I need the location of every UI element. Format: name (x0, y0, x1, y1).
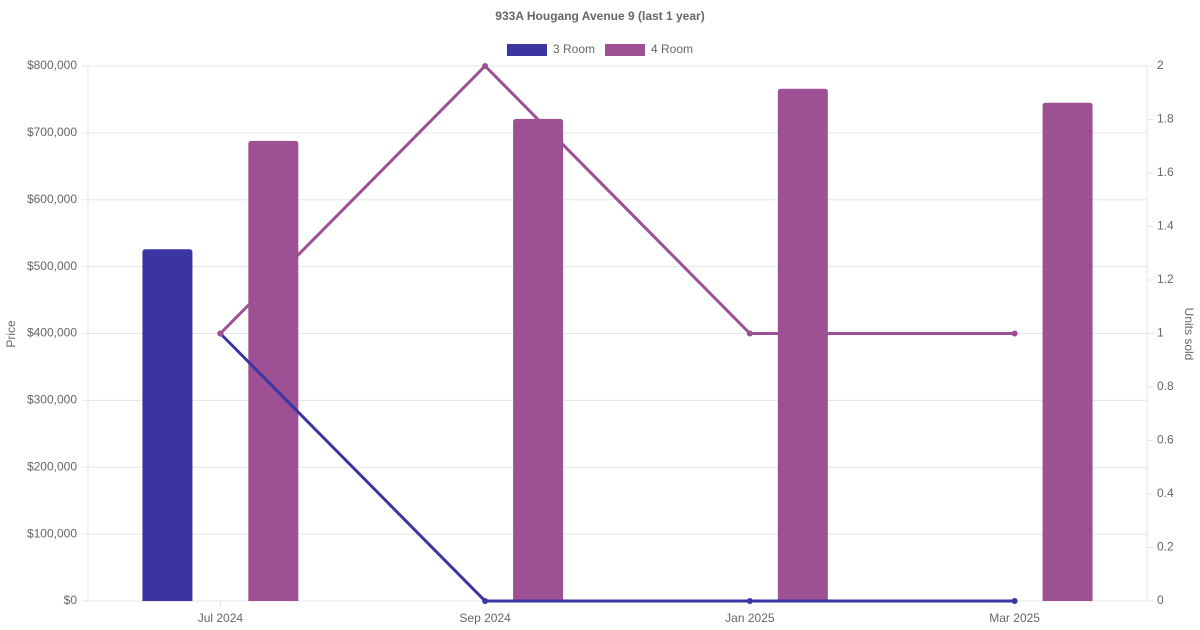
y-tick-label: $400,000 (27, 326, 77, 340)
y2-tick-label: 1.6 (1157, 165, 1174, 179)
y-tick-label: $0 (64, 593, 78, 607)
y-tick-label: $500,000 (27, 259, 77, 273)
y-tick-label: $300,000 (27, 393, 77, 407)
y2-axis-title: Units sold (1182, 308, 1196, 361)
x-tick-label: Jan 2025 (725, 611, 775, 625)
units-point (746, 598, 753, 604)
y-tick-label: $700,000 (27, 125, 77, 139)
y2-tick-label: 1.2 (1157, 272, 1174, 286)
x-tick-label: Mar 2025 (989, 611, 1040, 625)
bar (777, 88, 828, 602)
y2-tick-label: 0.4 (1157, 486, 1174, 500)
y-tick-label: $100,000 (27, 526, 77, 540)
y-tick-label: $800,000 (27, 58, 77, 72)
legend-label: 4 Room (651, 42, 693, 56)
legend-swatch (506, 44, 547, 56)
chart-title: 933A Hougang Avenue 9 (last 1 year) (495, 9, 704, 23)
units-point (1011, 330, 1018, 337)
units-point (217, 330, 224, 337)
y2-tick-label: 2 (1157, 58, 1164, 72)
y-tick-label: $600,000 (27, 192, 77, 206)
units-point (1011, 598, 1018, 604)
y2-tick-label: 0.8 (1157, 379, 1174, 393)
bar (142, 249, 193, 602)
y2-tick-label: 1.4 (1157, 219, 1174, 233)
units-point (482, 63, 489, 69)
y2-tick-label: 1 (1157, 326, 1164, 340)
x-tick-label: Jul 2024 (198, 611, 244, 625)
units-line (219, 63, 1015, 335)
y2-tick-label: 1.8 (1157, 112, 1174, 126)
units-point (482, 598, 489, 604)
legend-label: 3 Room (553, 42, 595, 56)
legend-swatch (605, 44, 645, 56)
bar (1042, 102, 1093, 601)
y-axis-title: Price (4, 320, 18, 348)
units-line (219, 332, 1015, 603)
bar (248, 140, 299, 601)
bar (513, 118, 564, 602)
x-tick-label: Sep 2024 (459, 611, 511, 625)
y-tick-label: $200,000 (27, 459, 77, 473)
units-point (746, 330, 753, 337)
y2-tick-label: 0.6 (1157, 433, 1174, 447)
y2-tick-label: 0 (1157, 593, 1164, 607)
y2-tick-label: 0.2 (1157, 540, 1174, 554)
